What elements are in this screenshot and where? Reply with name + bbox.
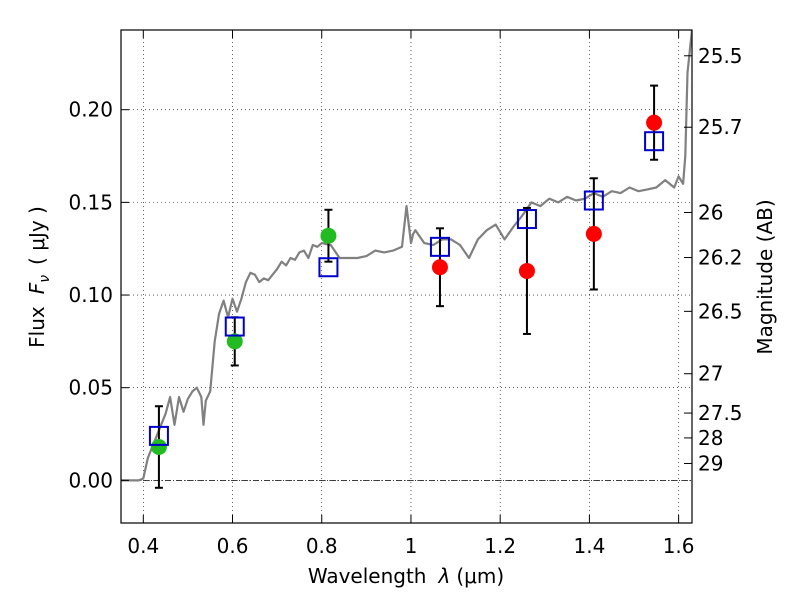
x-axis-label-unit: (μm) — [456, 564, 504, 588]
model-point — [429, 236, 450, 257]
model-point — [148, 425, 169, 446]
observed-point — [646, 114, 663, 131]
observed-point — [320, 227, 337, 244]
y-axis: 0.00 0.05 0.10 0.15 0.20 — [68, 98, 129, 492]
x-axis-label-text: Wavelength — [308, 564, 427, 588]
y2-axis-label: Magnitude (AB) — [753, 199, 777, 354]
x-tick-label: 1.4 — [573, 534, 605, 558]
observed-point — [226, 333, 243, 350]
x-tick-label: 0.8 — [306, 534, 338, 558]
model-point — [224, 316, 245, 337]
observed-points-group — [150, 114, 663, 456]
y2-tick-label: 26.5 — [698, 299, 743, 323]
plot-background — [121, 30, 692, 523]
y-axis-label-symbol: F — [25, 282, 49, 294]
model-point — [516, 209, 537, 230]
y-axis-label-unit: ( μJy ) — [25, 206, 49, 265]
x-tick-label: 0.6 — [217, 534, 249, 558]
y2-tick-label: 25.7 — [698, 115, 743, 139]
x-axis: 0.4 0.6 0.8 1 1.2 1.4 1.6 — [127, 30, 695, 558]
y-tick-label: 0.15 — [68, 190, 113, 214]
y2-tick-label: 27 — [698, 362, 723, 386]
observed-point — [150, 439, 167, 456]
model-point — [583, 190, 604, 211]
y-tick-label: 0.05 — [68, 376, 113, 400]
observed-point — [431, 259, 448, 276]
x-tick-label: 0.4 — [127, 534, 159, 558]
y2-tick-label: 29 — [698, 451, 723, 475]
y2-tick-label: 28 — [698, 426, 723, 450]
x-axis-label: Wavelength λ (μm) — [308, 564, 504, 588]
x-axis-label-symbol: λ — [438, 564, 451, 588]
y2-tick-label: 26.2 — [698, 246, 743, 270]
y-tick-label: 0.00 — [68, 468, 113, 492]
y-tick-label: 0.10 — [68, 283, 113, 307]
y-axis-label-text: Flux — [25, 306, 49, 348]
y2-tick-label: 26 — [698, 200, 723, 224]
x-tick-label: 1.2 — [484, 534, 516, 558]
model-point — [644, 131, 665, 152]
observed-point — [518, 262, 535, 279]
observed-point — [585, 225, 602, 242]
model-point — [318, 257, 339, 278]
y2-tick-label: 25.5 — [698, 44, 743, 68]
x-tick-label: 1.6 — [663, 534, 695, 558]
y-tick-label: 0.20 — [68, 98, 113, 122]
y-axis-label-subscript: ν — [37, 275, 53, 283]
model-points-group — [148, 131, 665, 446]
y2-tick-label: 27.5 — [698, 401, 743, 425]
y-axis-label: Flux Fν ( μJy ) — [25, 206, 53, 348]
x-tick-label: 1 — [405, 534, 418, 558]
plot-frame — [120, 29, 693, 524]
